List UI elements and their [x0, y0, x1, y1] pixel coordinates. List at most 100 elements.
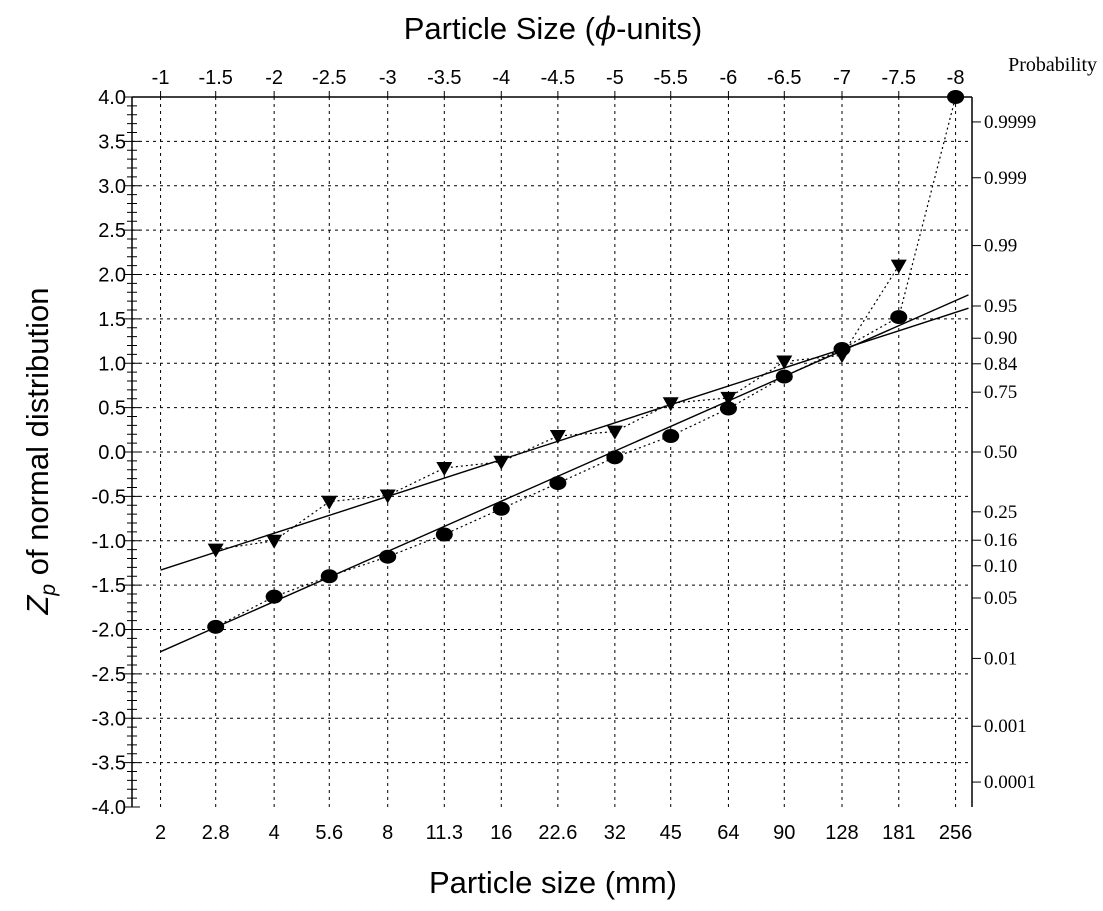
x-tick-label: 5.6 [315, 822, 343, 844]
top-tick-label: -7.5 [882, 67, 916, 89]
data-point-triangle [833, 349, 850, 364]
probability-tick-label: 0.01 [984, 648, 1017, 669]
y-tick-label: -2.5 [92, 664, 126, 686]
axes [124, 91, 981, 808]
data-point-triangle [207, 543, 224, 558]
y-axis-title: Zp of normal distribution [20, 288, 60, 616]
x-tick-label: 128 [825, 822, 858, 844]
probability-tick-label: 0.95 [984, 296, 1017, 317]
x-axis-title: Particle size (mm) [429, 865, 677, 900]
probability-tick-label: 0.84 [984, 354, 1018, 375]
y-tick-label: -3.0 [92, 708, 126, 730]
data-point-circle [492, 501, 510, 516]
data-point-circle [719, 401, 737, 416]
y-tick-label: -1.0 [92, 531, 126, 553]
data-point-circle [890, 310, 908, 325]
y-tick-label: -1.5 [92, 575, 126, 597]
probability-tick-label: 0.90 [984, 328, 1017, 349]
top-tick-label: -6.5 [767, 67, 801, 89]
data-point-circle [379, 549, 397, 564]
x-tick-label: 90 [773, 822, 795, 844]
data-point-triangle [321, 495, 338, 510]
probability-tick-label: 0.16 [984, 530, 1017, 551]
y-tick-label: 4.0 [98, 87, 126, 109]
x-tick-label: 11.3 [426, 822, 463, 844]
fit-line-triangle-down [160, 307, 969, 571]
x-tick-label: 16 [490, 822, 512, 844]
data-point-triangle [549, 430, 566, 445]
x-tick-label: 8 [382, 822, 393, 844]
grid [132, 97, 972, 807]
x-tick-label: 22.6 [538, 822, 577, 844]
data-point-circle [435, 527, 453, 542]
data-point-circle [947, 90, 965, 104]
x-tick-label: 2.8 [202, 822, 230, 844]
x-tick-label: 45 [660, 822, 682, 844]
x-tick-label: 32 [604, 822, 626, 844]
data-point-triangle [606, 425, 623, 440]
y-tick-label: -4.0 [92, 797, 126, 819]
probability-tick-label: 0.9999 [984, 112, 1036, 133]
top-tick-label: -1 [152, 67, 170, 89]
connector-circle [215, 96, 957, 628]
probability-tick-label: 0.50 [984, 442, 1017, 463]
top-tick-label: -5.5 [653, 67, 687, 89]
top-tick-label: -1.5 [198, 67, 232, 89]
data-point-triangle [662, 397, 679, 412]
x-tick-label: 4 [269, 822, 280, 844]
top-tick-label: -3 [379, 67, 397, 89]
data-point-triangle [720, 391, 737, 406]
data-point-triangle [266, 534, 283, 549]
x-tick-label: 256 [939, 822, 972, 844]
probability-tick-label: 0.75 [984, 382, 1017, 403]
data-point-circle [662, 429, 680, 444]
top-tick-label: -5 [606, 67, 624, 89]
probability-tick-label: 0.05 [984, 588, 1017, 609]
probability-tick-label: 0.99 [984, 236, 1017, 257]
probability-tick-label: 0.10 [984, 556, 1017, 577]
top-tick-label: -2.5 [312, 67, 346, 89]
data-markers [207, 90, 965, 634]
data-point-circle [549, 476, 567, 491]
data-point-triangle [776, 355, 793, 370]
y-tick-label: 3.0 [98, 176, 126, 198]
probability-tick-label: 0.0001 [984, 772, 1036, 793]
data-point-circle [320, 569, 338, 584]
y-tick-label: 1.0 [98, 353, 126, 375]
y-tick-label: 2.5 [98, 220, 126, 242]
data-point-circle [775, 369, 793, 384]
y-tick-label: 3.5 [98, 131, 126, 153]
data-point-circle [606, 450, 624, 465]
fit-line-circle [160, 294, 969, 653]
top-tick-label: -8 [947, 67, 965, 89]
y-tick-label: -2.0 [92, 620, 126, 642]
tick-labels: -1 -1.5 -2 -2.5 -3 -3.5 -4 -4.5 -5 -5.5 -6 -6.5 -7 -7… [92, 67, 1037, 844]
probability-tick-label: 0.25 [984, 502, 1017, 523]
probability-tick-label: 0.001 [984, 716, 1027, 737]
y-tick-label: -3.5 [92, 753, 126, 775]
top-axis-title: Particle Size (ϕ-units) [404, 11, 703, 47]
top-tick-label: -7 [833, 67, 851, 89]
y-tick-label: 2.0 [98, 265, 126, 287]
data-point-triangle [493, 455, 510, 470]
y-tick-label: 0.5 [98, 398, 126, 420]
data-point-triangle [890, 259, 907, 274]
y-tick-label: 0.0 [98, 442, 126, 464]
fit-lines [160, 294, 969, 653]
data-point-circle [207, 619, 225, 634]
y-tick-label: 1.5 [98, 309, 126, 331]
right-axis-title: Probability [1008, 54, 1097, 76]
x-tick-label: 181 [882, 822, 915, 844]
top-tick-label: -4.5 [541, 67, 575, 89]
x-tick-label: 64 [717, 822, 739, 844]
y-tick-label: -0.5 [92, 486, 126, 508]
data-point-triangle [379, 489, 396, 504]
top-tick-label: -4 [492, 67, 510, 89]
probability-tick-label: 0.999 [984, 168, 1027, 189]
top-tick-label: -6 [720, 67, 738, 89]
top-tick-label: -3.5 [427, 67, 461, 89]
data-point-circle [265, 589, 283, 604]
x-tick-label: 2 [155, 822, 166, 844]
